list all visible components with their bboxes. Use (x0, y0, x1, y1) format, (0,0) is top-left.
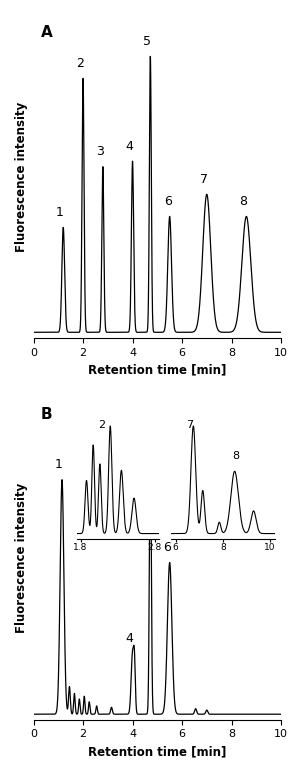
X-axis label: Retention time [min]: Retention time [min] (88, 745, 226, 758)
Y-axis label: Fluorescence intensity: Fluorescence intensity (15, 483, 28, 633)
Text: 3: 3 (96, 145, 104, 158)
Text: 8: 8 (239, 195, 247, 208)
X-axis label: Retention time [min]: Retention time [min] (88, 363, 226, 376)
Text: 1: 1 (55, 206, 63, 220)
Text: 1: 1 (55, 458, 63, 472)
Y-axis label: Fluorescence intensity: Fluorescence intensity (15, 101, 28, 251)
Text: 6: 6 (163, 541, 171, 554)
Text: 4: 4 (125, 140, 133, 153)
Text: 5: 5 (143, 35, 151, 48)
Text: A: A (41, 25, 53, 39)
Text: 6: 6 (164, 195, 171, 208)
Text: 2: 2 (76, 57, 84, 70)
Text: 7: 7 (200, 173, 208, 186)
Text: 4: 4 (125, 632, 133, 645)
Text: 5: 5 (143, 417, 151, 430)
Text: B: B (41, 407, 53, 421)
